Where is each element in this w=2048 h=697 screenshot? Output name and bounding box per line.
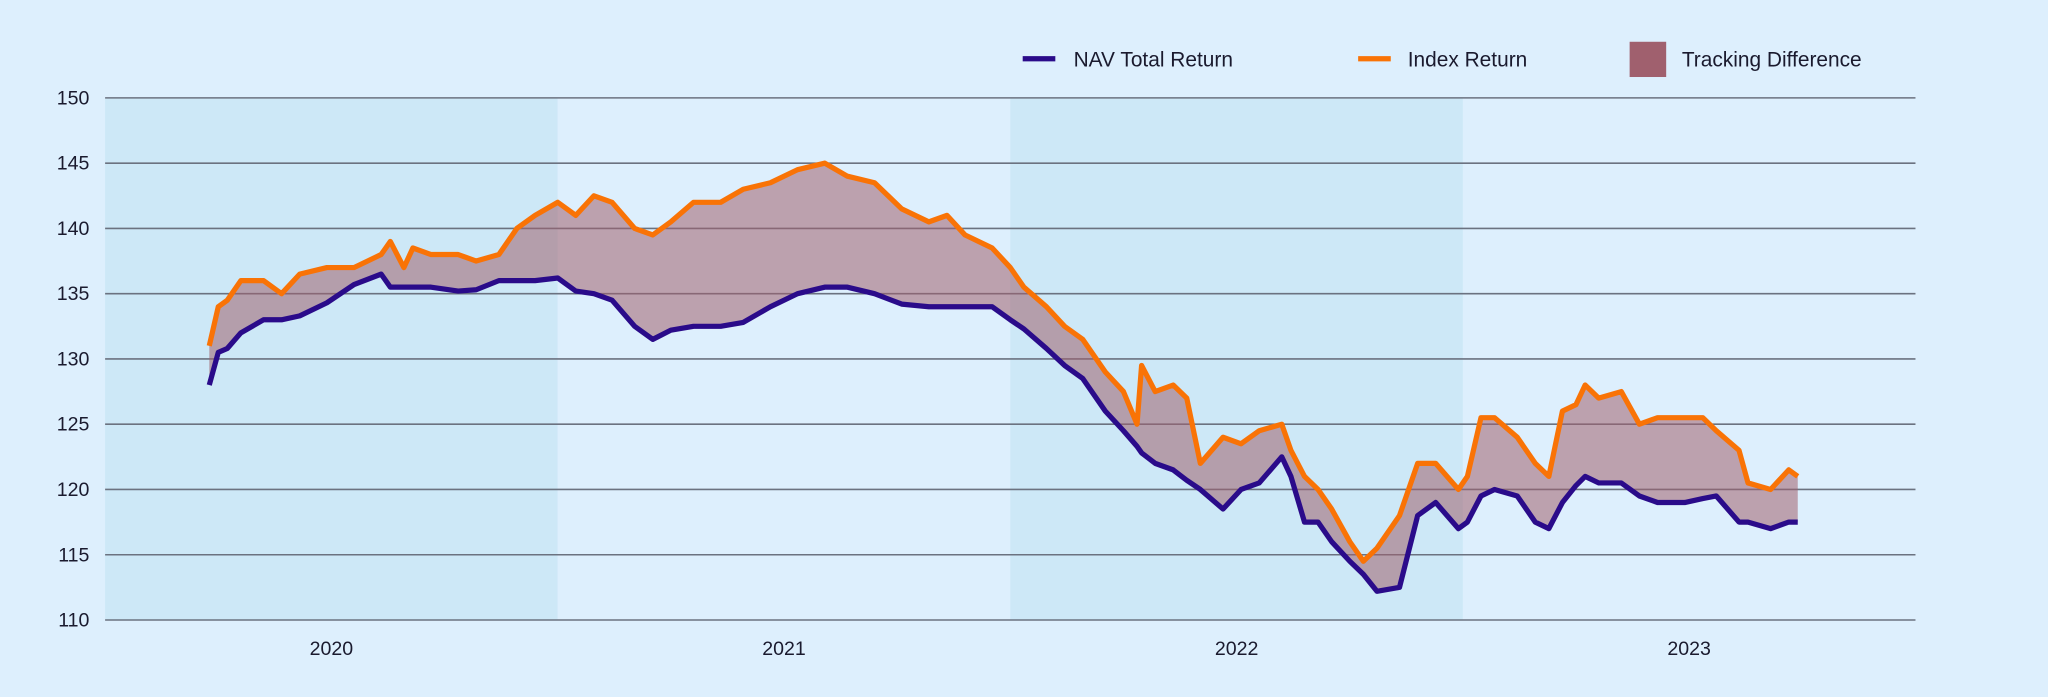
legend: NAV Total Return Index Return Tracking D… bbox=[1022, 41, 1862, 78]
y-tick-label: 125 bbox=[57, 414, 90, 436]
x-tick-label: 2020 bbox=[310, 638, 354, 660]
legend-tracking-label: Tracking Difference bbox=[1682, 49, 1862, 72]
x-tick-label: 2022 bbox=[1215, 638, 1259, 660]
y-tick-label: 140 bbox=[57, 218, 90, 240]
y-tick-label: 120 bbox=[57, 479, 90, 501]
index-return-line bbox=[206, 160, 1800, 564]
y-axis: 110 115 120 125 130 135 140 145 150 bbox=[57, 87, 90, 631]
y-tick-label: 145 bbox=[57, 153, 90, 175]
legend-index-label: Index Return bbox=[1408, 49, 1528, 72]
x-axis: 2020 2021 2022 2023 bbox=[310, 638, 1711, 660]
x-tick-label: 2021 bbox=[762, 638, 806, 660]
y-tick-label: 135 bbox=[57, 283, 90, 305]
y-tick-label: 150 bbox=[57, 87, 90, 109]
legend-tracking-swatch bbox=[1629, 41, 1667, 78]
y-tick-label: 115 bbox=[58, 544, 89, 566]
nav-total-return-line bbox=[206, 271, 1798, 594]
y-tick-label: 110 bbox=[58, 610, 89, 632]
tracking-difference-area bbox=[209, 163, 1798, 592]
y-tick-label: 130 bbox=[57, 348, 90, 370]
x-tick-label: 2023 bbox=[1667, 638, 1711, 660]
legend-nav-label: NAV Total Return bbox=[1074, 49, 1233, 72]
